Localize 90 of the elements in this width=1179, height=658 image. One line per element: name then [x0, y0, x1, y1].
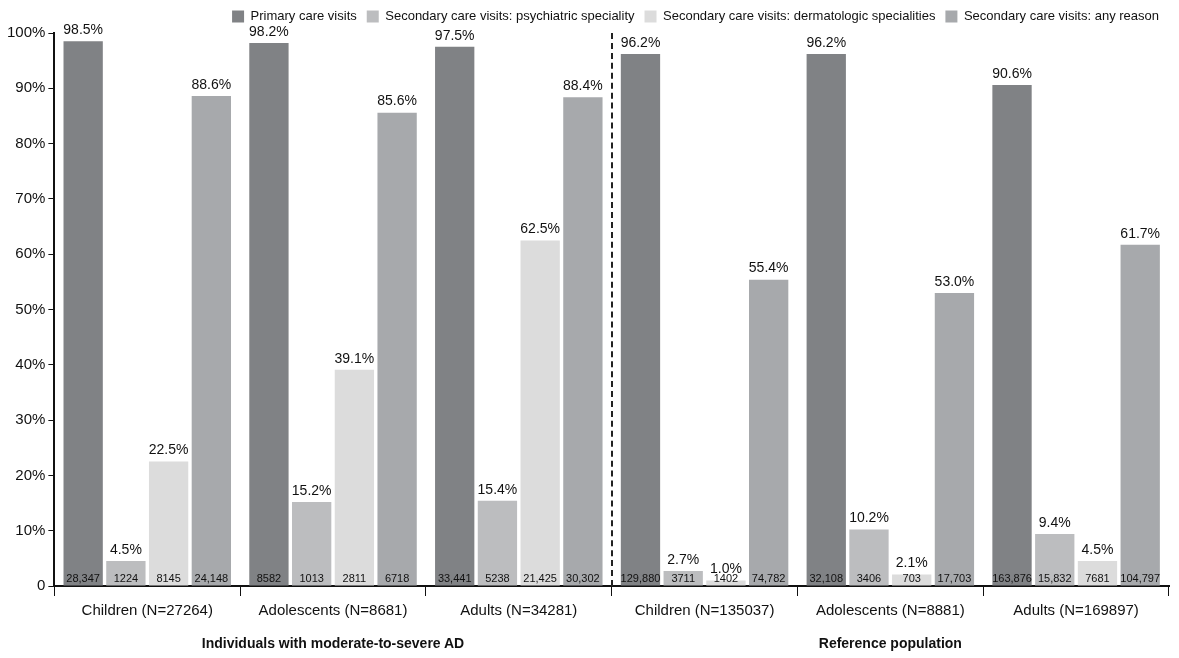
- bar: [477, 500, 518, 586]
- bar: [292, 501, 332, 586]
- bar: [1035, 534, 1075, 586]
- data-label: 90.6%: [992, 64, 1032, 81]
- y-tick-label: 40%: [15, 354, 46, 372]
- x-tick-label: Adolescents (N=8881): [815, 601, 965, 619]
- annotation: 163,876: [992, 571, 1032, 584]
- data-label: 88.4%: [563, 77, 603, 94]
- annotation: 74,782: [751, 571, 786, 584]
- data-label: 4.5%: [1081, 540, 1114, 557]
- y-tick-label: 60%: [15, 244, 46, 262]
- annotation: 1224: [113, 571, 139, 584]
- annotation: 6718: [384, 571, 410, 584]
- data-label: 55.4%: [748, 259, 789, 276]
- data-label: 9.4%: [1038, 513, 1071, 530]
- data-label: 98.5%: [63, 21, 104, 38]
- annotation: 1013: [299, 571, 324, 584]
- data-label: 15.4%: [477, 480, 518, 497]
- data-label: 97.5%: [434, 26, 475, 43]
- bar: [106, 561, 146, 586]
- x-tick-label: Adults (N=34281): [460, 601, 578, 619]
- annotation: 15,832: [1037, 571, 1072, 584]
- data-label: 22.5%: [148, 441, 189, 458]
- annotation: 8145: [156, 571, 181, 584]
- y-tick-label: 30%: [15, 410, 46, 428]
- x-tick-label: Adolescents (N=8681): [258, 601, 408, 619]
- y-tick-label: 70%: [15, 189, 46, 207]
- data-label: 62.5%: [520, 220, 561, 237]
- bar: [249, 42, 289, 586]
- data-label: 53.0%: [934, 272, 975, 289]
- annotation: 129,880: [620, 571, 661, 584]
- bar: [435, 46, 475, 586]
- bar: [63, 41, 103, 586]
- text: Reference population: [818, 635, 962, 651]
- data-label: 88.6%: [191, 75, 232, 92]
- bar: [749, 279, 789, 586]
- y-tick-label: 50%: [15, 299, 46, 317]
- data-label: 4.5%: [109, 540, 142, 557]
- bar: [934, 292, 975, 586]
- x-tick-label: Adults (N=169897): [1013, 601, 1139, 619]
- data-label: 61.7%: [1120, 224, 1161, 241]
- bar: [191, 96, 231, 586]
- annotation: 21,425: [523, 571, 557, 584]
- x-tick-label: Children (N=27264): [81, 601, 213, 619]
- bar: [563, 97, 603, 586]
- bar: [1120, 244, 1160, 586]
- x-tick-label: Children (N=135037): [634, 601, 775, 619]
- annotation: 28,347: [66, 571, 100, 584]
- data-label: 98.2%: [249, 22, 289, 39]
- annotation: 2811: [342, 571, 367, 584]
- legend-label: Secondary care visits: dermatologic specialities: [663, 8, 936, 24]
- data-label: 85.6%: [377, 92, 417, 109]
- annotation: 24,148: [194, 571, 229, 584]
- y-tick-label: 0: [37, 576, 46, 594]
- annotation: 3406: [856, 571, 882, 584]
- y-tick-label: 90%: [15, 78, 46, 96]
- bar: [334, 369, 375, 586]
- annotation: 32,108: [809, 571, 844, 584]
- bar: [992, 84, 1032, 586]
- legend-label: Primary care visits: [250, 8, 358, 24]
- data-label: 39.1%: [334, 349, 375, 366]
- y-tick-label: 10%: [15, 520, 46, 538]
- annotation: 703: [902, 571, 921, 584]
- y-tick-label: 80%: [15, 133, 46, 151]
- y-tick-label: 20%: [15, 465, 46, 483]
- text: Individuals with moderate-to-severe AD: [201, 635, 465, 651]
- annotation: 33,441: [437, 571, 472, 584]
- y-tick-label: 100%: [6, 23, 46, 41]
- legend-label: Secondary care visits: any reason: [963, 8, 1160, 24]
- bar: [706, 580, 746, 586]
- bar: [377, 112, 417, 586]
- annotation: 17,703: [937, 571, 972, 584]
- bar: [806, 54, 846, 586]
- data-label: 2.1%: [895, 554, 928, 571]
- data-label: 96.2%: [806, 33, 847, 50]
- bar: [520, 240, 560, 586]
- data-label: 10.2%: [849, 509, 889, 526]
- annotation: 5238: [485, 571, 510, 584]
- annotation: 7681: [1085, 571, 1110, 584]
- data-label: 2.7%: [667, 550, 700, 567]
- data-label: 15.2%: [291, 481, 332, 498]
- data-label: 96.2%: [620, 33, 661, 50]
- annotation: 104,797: [1120, 571, 1161, 584]
- annotation: 30,302: [566, 571, 600, 584]
- bar: [620, 54, 661, 586]
- bar: [849, 529, 889, 586]
- annotation: 3711: [671, 571, 696, 584]
- annotation: 8582: [256, 571, 282, 584]
- bar: [148, 461, 189, 586]
- legend-label: Secondary care visits: psychiatric speciality: [385, 8, 636, 24]
